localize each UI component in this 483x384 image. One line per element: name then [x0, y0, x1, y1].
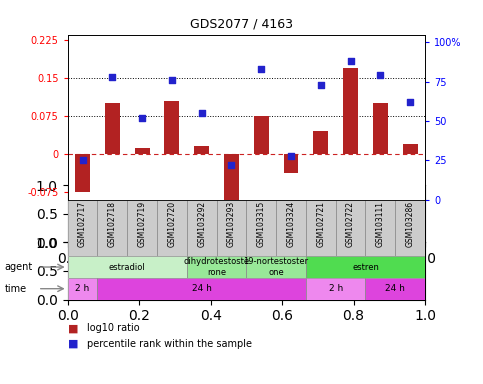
Bar — [395, 200, 425, 256]
Bar — [216, 200, 246, 256]
Text: GSM102719: GSM102719 — [138, 201, 146, 247]
Point — [138, 115, 146, 121]
Text: estren: estren — [352, 263, 379, 271]
Text: 24 h: 24 h — [385, 284, 405, 293]
Bar — [194, 146, 209, 154]
Bar — [336, 200, 366, 256]
Bar — [254, 116, 269, 154]
Bar — [98, 278, 306, 300]
Point — [257, 66, 265, 72]
Bar — [306, 256, 425, 278]
Bar — [135, 148, 150, 154]
Text: log10 ratio: log10 ratio — [87, 323, 140, 333]
Text: GSM103324: GSM103324 — [286, 201, 296, 247]
Bar — [127, 200, 157, 256]
Text: GSM102722: GSM102722 — [346, 201, 355, 247]
Text: 24 h: 24 h — [192, 284, 212, 293]
Bar — [284, 154, 298, 173]
Bar — [68, 278, 98, 300]
Text: dihydrotestoste
rone: dihydrotestoste rone — [184, 257, 250, 277]
Point — [227, 162, 235, 168]
Bar — [164, 101, 179, 154]
Point — [406, 99, 414, 105]
Text: GSM102721: GSM102721 — [316, 201, 325, 247]
Bar — [246, 256, 306, 278]
Bar — [373, 103, 388, 154]
Text: 2 h: 2 h — [328, 284, 343, 293]
Bar — [187, 200, 216, 256]
Text: GDS2077 / 4163: GDS2077 / 4163 — [190, 17, 293, 30]
Text: GSM102718: GSM102718 — [108, 201, 117, 247]
Text: ■: ■ — [68, 323, 78, 333]
Bar — [224, 154, 239, 200]
Text: agent: agent — [5, 262, 33, 272]
Bar — [313, 131, 328, 154]
Point — [198, 110, 206, 116]
Bar — [68, 256, 187, 278]
Text: GSM102717: GSM102717 — [78, 201, 87, 247]
Bar — [306, 200, 336, 256]
Text: 2 h: 2 h — [75, 284, 90, 293]
Point — [347, 58, 355, 65]
Text: 19-nortestoster
one: 19-nortestoster one — [243, 257, 309, 277]
Point — [287, 152, 295, 159]
Text: GSM103293: GSM103293 — [227, 201, 236, 247]
Point — [168, 77, 176, 83]
Bar — [187, 256, 246, 278]
Text: percentile rank within the sample: percentile rank within the sample — [87, 339, 252, 349]
Bar — [246, 200, 276, 256]
Bar — [403, 144, 418, 154]
Bar — [105, 103, 120, 154]
Text: estradiol: estradiol — [109, 263, 145, 271]
Text: time: time — [5, 284, 27, 294]
Point — [79, 157, 86, 163]
Text: ■: ■ — [68, 339, 78, 349]
Bar — [68, 200, 98, 256]
Point — [377, 72, 384, 78]
Text: GSM103111: GSM103111 — [376, 201, 385, 247]
Bar — [98, 200, 127, 256]
Text: GSM103286: GSM103286 — [406, 201, 414, 247]
Text: GSM103315: GSM103315 — [257, 201, 266, 247]
Text: GSM102720: GSM102720 — [168, 201, 176, 247]
Bar — [157, 200, 187, 256]
Bar — [366, 278, 425, 300]
Bar — [343, 68, 358, 154]
Bar — [75, 154, 90, 192]
Bar — [306, 278, 366, 300]
Point — [317, 82, 325, 88]
Point — [108, 74, 116, 80]
Text: GSM103292: GSM103292 — [197, 201, 206, 247]
Bar — [276, 200, 306, 256]
Bar — [366, 200, 395, 256]
